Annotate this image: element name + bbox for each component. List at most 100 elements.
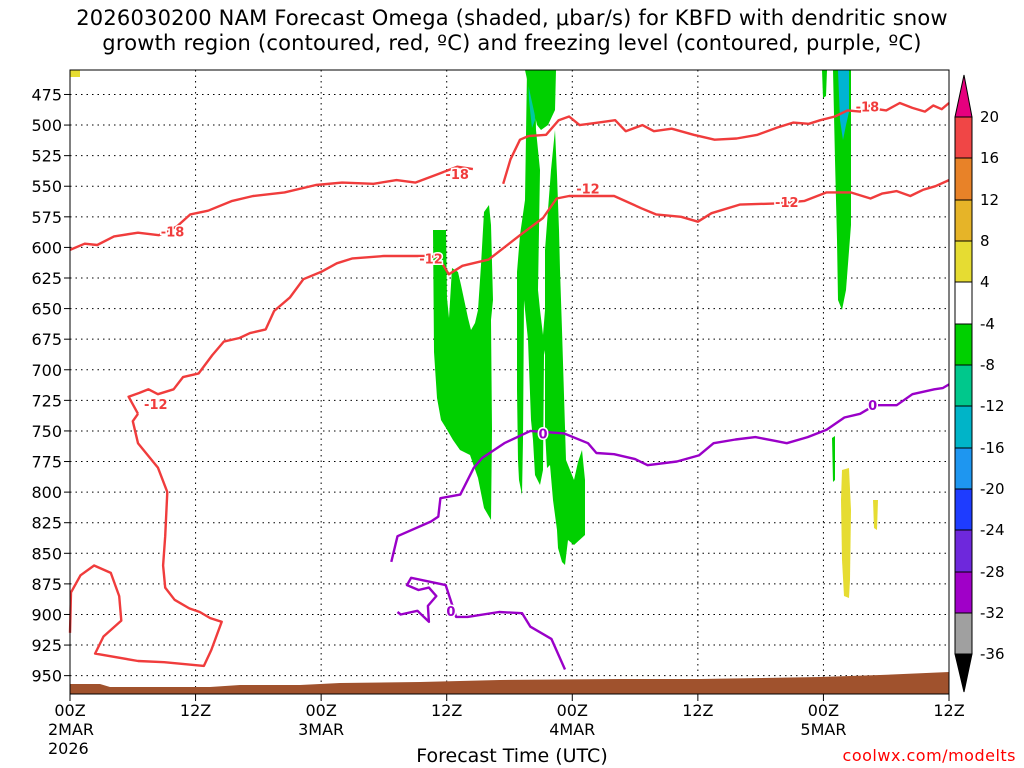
y-tick-label-750: 750	[31, 422, 62, 441]
omega-region-0	[433, 205, 493, 520]
plot-frame	[69, 69, 950, 695]
colorbar-bin-7	[954, 405, 973, 449]
colorbar-bin-3	[954, 240, 973, 283]
gridlines	[70, 70, 949, 694]
contour-label-4-0: 0	[538, 427, 547, 442]
colorbar-bin-5	[954, 323, 973, 366]
contour-line-1	[502, 101, 950, 185]
y-tick-label-625: 625	[31, 269, 62, 288]
contour-label-1-1: -18	[856, 101, 880, 116]
y-tick-label-850: 850	[31, 544, 62, 563]
x-tick-label-0: 00Z	[54, 701, 85, 720]
colorbar-label-4: 4	[980, 273, 990, 291]
colorbar-bin-8	[954, 447, 973, 490]
contour-line-4	[390, 383, 950, 563]
colorbar-label-3: 8	[980, 232, 990, 250]
x-tick-label-2: 00Z	[305, 701, 336, 720]
y-tick-label-950: 950	[31, 667, 62, 686]
terrain-polygon	[70, 672, 949, 694]
colorbar-bottom-arrow	[954, 653, 973, 693]
x-tick-label-6: 00Z	[808, 701, 839, 720]
chart-title: 2026030200 NAM Forecast Omega (shaded, μ…	[0, 6, 1024, 56]
x-axis-label: Forecast Time (UTC)	[416, 745, 608, 767]
colorbar-label-1: 16	[980, 149, 999, 167]
x-tick-label-5: 12Z	[682, 701, 713, 720]
colorbar-label-8: -16	[980, 439, 1005, 457]
y-tick-label-650: 650	[31, 300, 62, 319]
terrain-fill	[70, 672, 949, 694]
plot-area	[70, 70, 949, 694]
omega-region-6	[822, 70, 827, 98]
y-tick-label-550: 550	[31, 177, 62, 196]
y-tick-label-875: 875	[31, 575, 62, 594]
y-tick-label-775: 775	[31, 453, 62, 472]
colorbar-bin-2	[954, 199, 973, 242]
y-tick-label-825: 825	[31, 514, 62, 533]
x-date-label-4: 4MAR	[549, 720, 595, 739]
colorbar-bin-1	[954, 157, 973, 201]
contour-line-5	[396, 576, 567, 670]
omega-region-5	[838, 70, 849, 140]
y-tick-label-700: 700	[31, 361, 62, 380]
colorbar-bin-0	[954, 116, 973, 159]
colorbar-bin-10	[954, 529, 973, 573]
contour-lines: -18 -18 -12 -18 -12 -12 -12 0 0 0	[68, 99, 950, 670]
contour-line-3	[68, 413, 223, 668]
colorbar-label-5: -4	[980, 315, 995, 333]
contour-line-2	[127, 179, 950, 415]
x-date-label-6: 5MAR	[800, 720, 846, 739]
y-tick-label-800: 800	[31, 483, 62, 502]
y-tick-label-475: 475	[31, 85, 62, 104]
x-year-label-0: 2026	[48, 739, 89, 758]
x-tick-label-3: 12Z	[431, 701, 462, 720]
omega-region-8	[841, 468, 851, 598]
colorbar-label-13: -36	[980, 645, 1005, 663]
colorbar-bin-11	[954, 571, 973, 614]
colorbar-bin-9	[954, 488, 973, 531]
colorbar-bin-12	[954, 612, 973, 655]
contour-label-1-0: -12	[576, 183, 600, 198]
chart-title-line2: growth region (contoured, red, ºC) and f…	[102, 31, 922, 55]
colorbar-bin-4	[954, 281, 973, 325]
y-tick-label-675: 675	[31, 330, 62, 349]
colorbar-top-arrow	[954, 74, 973, 118]
contour-line-0	[69, 165, 474, 252]
y-tick-label-725: 725	[31, 391, 62, 410]
contour-label-2-0: -12	[419, 252, 443, 267]
x-tick-label-4: 00Z	[557, 701, 588, 720]
omega-region-3	[525, 70, 556, 130]
contour-label-5-0: 0	[446, 605, 455, 620]
colorbar-label-2: 12	[980, 191, 999, 209]
colorbar-bin-6	[954, 364, 973, 407]
x-date-label-2: 3MAR	[298, 720, 344, 739]
contour-label-4-1: 0	[868, 399, 877, 414]
contour-label-0-0: -18	[161, 226, 185, 241]
omega-region-9	[873, 500, 878, 530]
colorbar-label-12: -32	[980, 604, 1005, 622]
y-tick-label-525: 525	[31, 147, 62, 166]
contour-label-0-1: -18	[445, 168, 469, 183]
y-tick-label-925: 925	[31, 636, 62, 655]
site-credit[interactable]: coolwx.com/modelts	[842, 746, 1016, 765]
contour-label-2-1: -12	[775, 196, 799, 211]
chart-title-line1: 2026030200 NAM Forecast Omega (shaded, μ…	[76, 6, 948, 30]
colorbar-label-6: -8	[980, 356, 995, 374]
colorbar-label-7: -12	[980, 397, 1005, 415]
colorbar-label-11: -28	[980, 563, 1005, 581]
y-tick-label-600: 600	[31, 238, 62, 257]
omega-region-10	[70, 70, 80, 77]
omega-region-4	[833, 70, 851, 310]
y-tick-label-900: 900	[31, 605, 62, 624]
y-tick-label-500: 500	[31, 116, 62, 135]
colorbar-label-10: -24	[980, 521, 1005, 539]
colorbar-label-0: 20	[980, 108, 999, 126]
x-tick-label-7: 12Z	[933, 701, 964, 720]
y-axis-ticks: 475 500 525 550 575 600 625 650 675 700 725 750 775 8…	[31, 85, 70, 686]
omega-region-7	[832, 436, 835, 482]
omega-region-1	[517, 70, 585, 565]
x-date-label-0: 2MAR	[48, 720, 94, 739]
contour-label-2-2: -12	[144, 398, 168, 413]
x-tick-label-1: 12Z	[180, 701, 211, 720]
